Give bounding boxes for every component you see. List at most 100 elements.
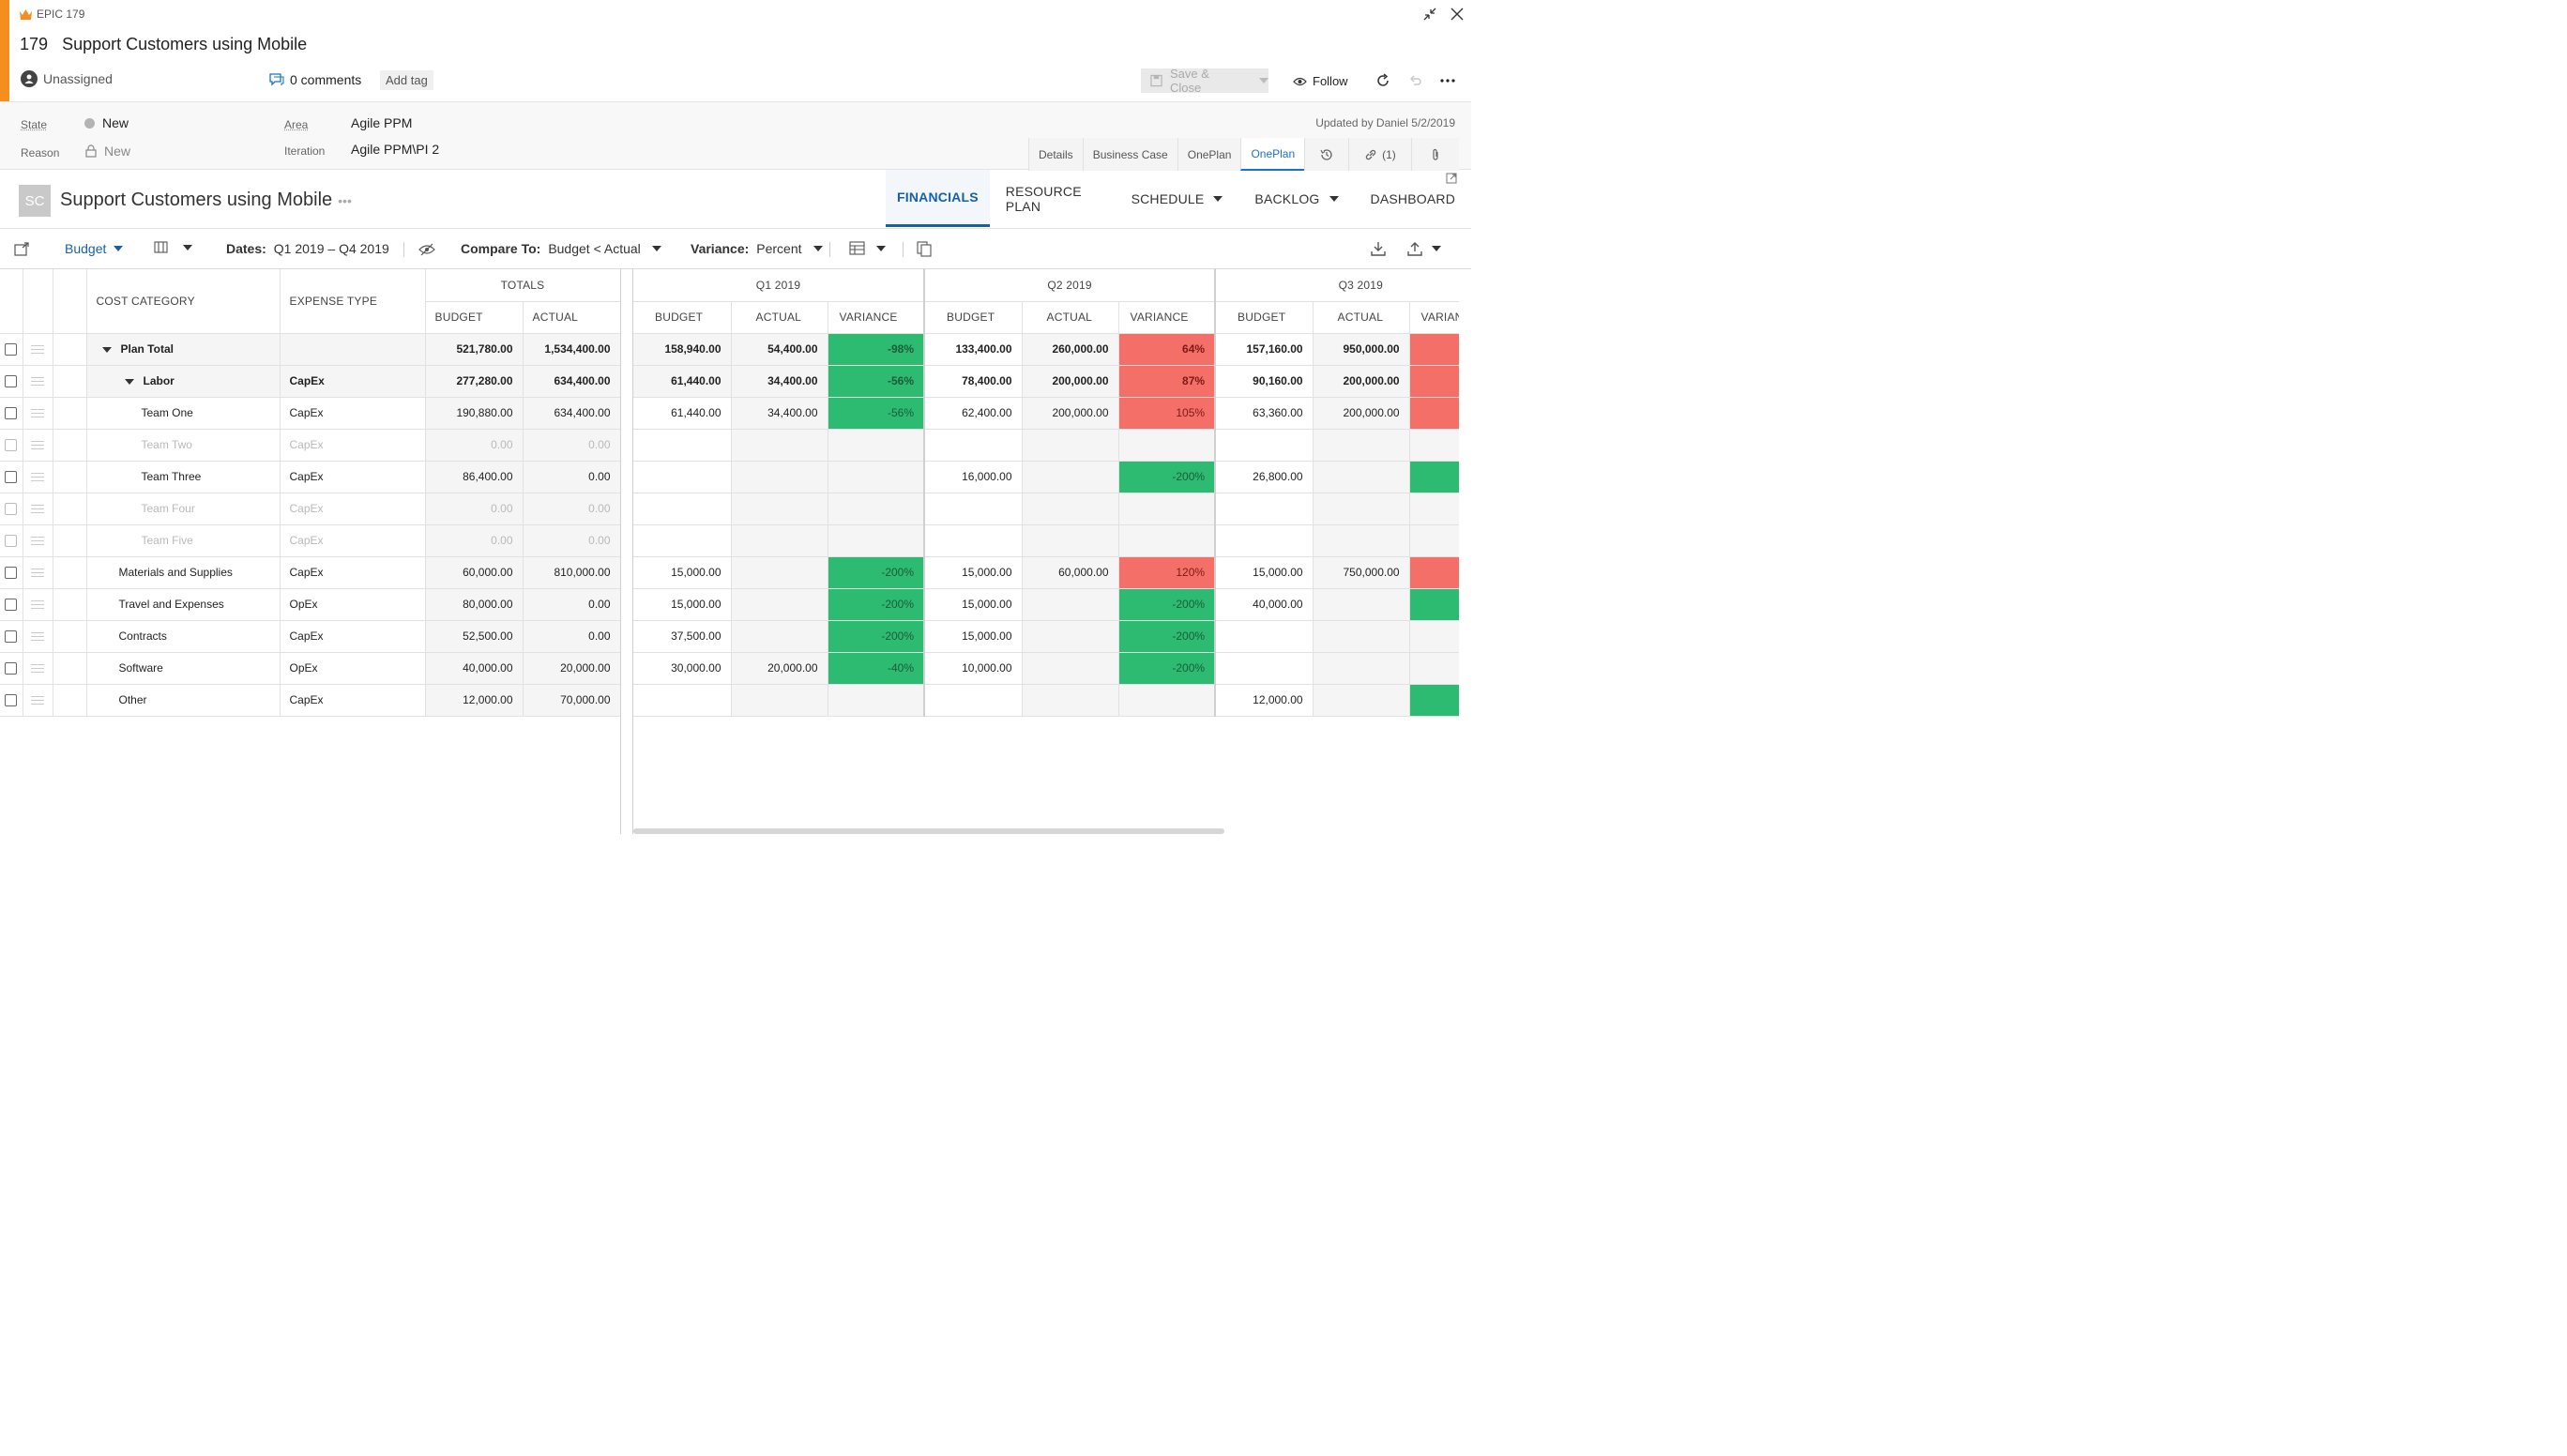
cost-category-cell[interactable]: Travel and Expenses [86, 588, 281, 621]
q3-budget-cell[interactable]: 12,000.00 [1215, 684, 1314, 717]
totals-actual-cell[interactable]: 634,400.00 [523, 365, 621, 398]
row-drag-handle[interactable] [23, 588, 53, 621]
q3-budget-cell[interactable]: 157,160.00 [1215, 333, 1314, 366]
q2-actual-cell[interactable] [1022, 620, 1119, 653]
checkbox-icon[interactable] [5, 694, 18, 707]
q1-budget-cell[interactable] [633, 524, 732, 557]
checkbox-icon[interactable] [5, 567, 18, 580]
checkbox-icon[interactable] [5, 535, 18, 548]
q2-actual-cell[interactable] [1022, 461, 1119, 493]
q1-variance-cell[interactable] [828, 493, 926, 525]
checkbox-icon[interactable] [5, 630, 18, 644]
hide-eye-icon[interactable] [418, 243, 435, 256]
drag-handle-icon[interactable] [31, 664, 44, 674]
row-drag-handle[interactable] [23, 397, 53, 430]
reason-field[interactable]: New [85, 144, 130, 159]
q3-variance-cell[interactable] [1409, 397, 1459, 430]
q2-actual-cell[interactable] [1022, 684, 1119, 717]
cost-category-cell[interactable]: Team Two [86, 429, 281, 462]
table-row[interactable]: Materials and Supplies CapEx 60,000.00 810,… [0, 556, 621, 589]
drag-handle-icon[interactable] [31, 696, 44, 705]
q2-budget-cell[interactable] [924, 493, 1023, 525]
collapse-triangle-icon[interactable] [101, 346, 112, 353]
row-checkbox[interactable] [0, 397, 23, 430]
drag-handle-icon[interactable] [31, 537, 44, 546]
q3-actual-cell[interactable]: 200,000.00 [1313, 397, 1410, 430]
q1-variance-header[interactable]: VARIANCE [828, 301, 926, 334]
comments-link[interactable]: 0 comments [269, 72, 361, 87]
q3-budget-cell[interactable] [1215, 429, 1314, 462]
q3-budget-header[interactable]: BUDGET [1215, 301, 1314, 334]
q3-variance-cell[interactable] [1409, 620, 1459, 653]
totals-budget-cell[interactable]: 190,880.00 [425, 397, 524, 430]
q1-actual-cell[interactable] [731, 493, 828, 525]
chevron-down-icon[interactable] [1259, 78, 1268, 83]
totals-budget-header[interactable]: BUDGET [425, 301, 524, 334]
drag-handle-icon[interactable] [31, 505, 44, 514]
tab-links[interactable]: (1) [1348, 138, 1411, 171]
row-drag-handle[interactable] [23, 365, 53, 398]
drag-handle-icon[interactable] [31, 600, 44, 610]
q2-variance-cell[interactable] [1118, 429, 1217, 462]
row-drag-handle[interactable] [23, 429, 53, 462]
expand-icon[interactable] [1446, 173, 1457, 184]
q1-variance-cell[interactable]: -98% [828, 333, 926, 366]
totals-budget-cell[interactable]: 12,000.00 [425, 684, 524, 717]
q1-actual-cell[interactable]: 20,000.00 [731, 652, 828, 685]
q2-actual-cell[interactable]: 200,000.00 [1022, 365, 1119, 398]
columns-dropdown[interactable] [154, 241, 192, 253]
drag-handle-icon[interactable] [31, 569, 44, 578]
q3-variance-header[interactable]: VARIAN [1409, 301, 1459, 334]
q3-variance-cell[interactable] [1409, 429, 1459, 462]
table-row[interactable]: 37,500.00 -200% 15,000.00 -200% [633, 620, 1459, 653]
pane-splitter[interactable] [620, 269, 633, 834]
compare-to-dropdown[interactable]: Compare To: Budget < Actual [461, 241, 661, 256]
q2-variance-cell[interactable]: -200% [1118, 588, 1217, 621]
table-row[interactable]: Software OpEx 40,000.00 20,000.00 [0, 652, 621, 685]
q2-budget-cell[interactable]: 15,000.00 [924, 556, 1023, 589]
q2-actual-cell[interactable]: 200,000.00 [1022, 397, 1119, 430]
refresh-icon[interactable] [1375, 73, 1390, 88]
q3-budget-cell[interactable] [1215, 620, 1314, 653]
q1-variance-cell[interactable] [828, 524, 926, 557]
row-drag-handle[interactable] [23, 620, 53, 653]
table-row[interactable]: 15,000.00 -200% 15,000.00 60,000.00 120% 15,0… [633, 556, 1459, 589]
area-field[interactable]: Agile PPM [351, 115, 413, 130]
q2-actual-header[interactable]: ACTUAL [1022, 301, 1119, 334]
row-checkbox[interactable] [0, 461, 23, 493]
q1-actual-cell[interactable] [731, 588, 828, 621]
q1-actual-header[interactable]: ACTUAL [731, 301, 828, 334]
q2-variance-cell[interactable] [1118, 684, 1217, 717]
expense-type-header[interactable]: EXPENSE TYPE [280, 269, 426, 334]
q3-actual-cell[interactable] [1313, 493, 1410, 525]
row-drag-handle[interactable] [23, 684, 53, 717]
tab-details[interactable]: Details [1028, 138, 1083, 171]
checkbox-icon[interactable] [5, 439, 18, 452]
q2-variance-header[interactable]: VARIANCE [1118, 301, 1217, 334]
totals-actual-cell[interactable]: 810,000.00 [523, 556, 621, 589]
row-checkbox[interactable] [0, 684, 23, 717]
q2-actual-cell[interactable] [1022, 524, 1119, 557]
tab-dashboard[interactable]: DASHBOARD [1355, 170, 1471, 227]
table-row[interactable]: Plan Total 521,780.00 1,534,400.00 [0, 333, 621, 366]
horizontal-scrollbar[interactable] [633, 828, 1224, 834]
close-icon[interactable] [1451, 8, 1464, 21]
checkbox-icon[interactable] [5, 599, 18, 612]
tab-business-case[interactable]: Business Case [1082, 138, 1177, 171]
q1-budget-cell[interactable]: 61,440.00 [633, 397, 732, 430]
row-drag-handle[interactable] [23, 461, 53, 493]
tab-resource-plan[interactable]: RESOURCE PLAN [990, 170, 1116, 227]
table-row[interactable]: Team Four CapEx 0.00 0.00 [0, 493, 621, 525]
q3-actual-cell[interactable] [1313, 620, 1410, 653]
q3-actual-cell[interactable]: 950,000.00 [1313, 333, 1410, 366]
totals-budget-cell[interactable]: 40,000.00 [425, 652, 524, 685]
copy-icon[interactable] [917, 241, 932, 257]
q1-budget-cell[interactable] [633, 684, 732, 717]
row-checkbox[interactable] [0, 493, 23, 525]
expense-type-cell[interactable]: CapEx [280, 620, 426, 653]
expense-type-cell[interactable]: CapEx [280, 397, 426, 430]
table-row[interactable]: 30,000.00 20,000.00 -40% 10,000.00 -200% [633, 652, 1459, 685]
expense-type-cell[interactable]: CapEx [280, 556, 426, 589]
q2-actual-cell[interactable]: 60,000.00 [1022, 556, 1119, 589]
q3-budget-cell[interactable]: 40,000.00 [1215, 588, 1314, 621]
